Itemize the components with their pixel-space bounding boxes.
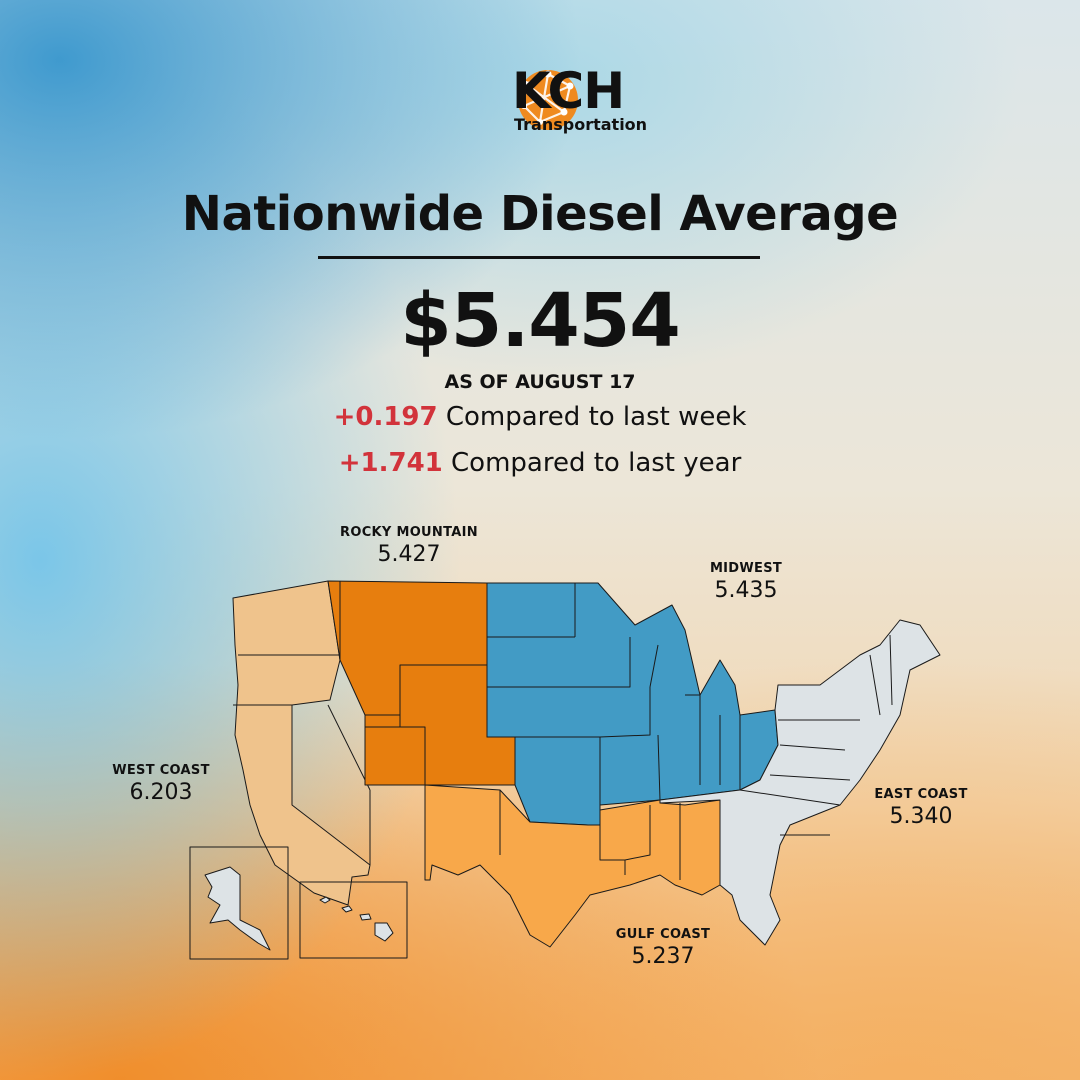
average-price: $5.454: [400, 278, 681, 364]
page-title: Nationwide Diesel Average: [181, 186, 899, 242]
region-value: 5.340: [889, 804, 953, 829]
brand-wordmark: KCH Transportation: [512, 66, 647, 134]
region-name: MIDWEST: [709, 561, 783, 576]
region-value: 5.435: [714, 578, 778, 603]
brand-name: KCH: [512, 62, 625, 120]
region-value: 5.237: [631, 944, 695, 969]
region-name: ROCKY MOUNTAIN: [340, 525, 478, 540]
hawaii-inset: [299, 881, 408, 959]
region-value: 6.203: [129, 780, 193, 805]
region-label-midwest: MIDWEST 5.435: [686, 561, 806, 603]
yearly-change-text: Compared to last year: [451, 448, 742, 478]
yearly-change: +1.741 Compared to last year: [0, 448, 1080, 478]
alaska-inset: [189, 846, 289, 960]
weekly-change-text: Compared to last week: [445, 402, 747, 432]
hawaii-islands: [319, 896, 394, 942]
region-label-west-coast: WEST COAST 6.203: [96, 763, 226, 805]
region-label-gulf-coast: GULF COAST 5.237: [598, 927, 728, 969]
title-divider: [318, 256, 760, 259]
as-of-date: AS OF AUGUST 17: [444, 371, 636, 393]
region-value: 5.427: [377, 542, 441, 567]
region-label-rocky-mountain: ROCKY MOUNTAIN 5.427: [320, 525, 498, 567]
region-label-east-coast: EAST COAST 5.340: [856, 787, 986, 829]
region-west-coast: [232, 580, 371, 906]
weekly-change-delta: +0.197: [333, 402, 438, 432]
brand-tagline: Transportation: [514, 115, 648, 134]
region-midwest: [486, 582, 779, 826]
yearly-change-delta: +1.741: [338, 448, 443, 478]
alaska-outline: [204, 866, 271, 951]
globe-network-icon: [518, 70, 578, 130]
weekly-change: +0.197 Compared to last week: [0, 402, 1080, 432]
region-name: EAST COAST: [874, 787, 968, 802]
region-name: WEST COAST: [112, 763, 210, 778]
us-region-map: [189, 580, 941, 960]
region-name: GULF COAST: [615, 927, 711, 942]
